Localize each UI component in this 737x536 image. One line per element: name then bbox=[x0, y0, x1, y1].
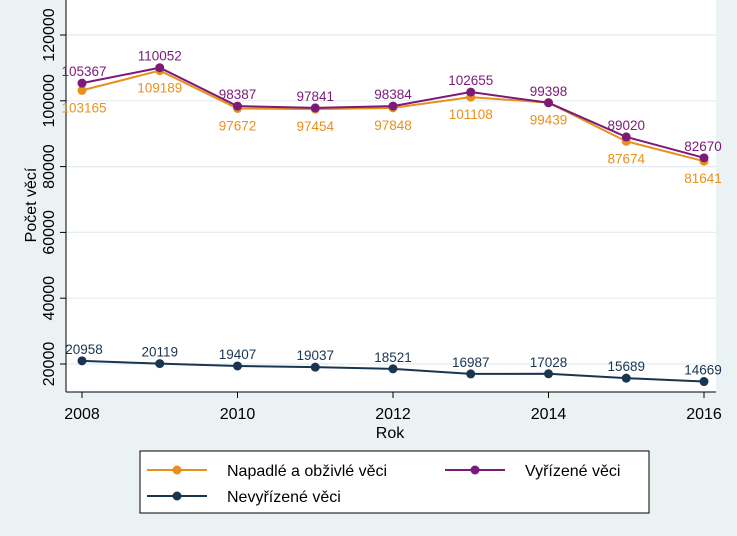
y-axis-ticks: 20000 40000 60000 80000 100000 120000 bbox=[41, 8, 66, 386]
data-label: 81641 bbox=[684, 171, 722, 186]
y-axis-title: Počet věcí bbox=[23, 167, 40, 242]
data-label: 105367 bbox=[61, 64, 106, 79]
data-point bbox=[621, 373, 631, 383]
data-label: 109189 bbox=[137, 81, 182, 96]
legend-label: Napadlé a obživlé věci bbox=[227, 463, 387, 480]
data-label: 20958 bbox=[65, 342, 103, 357]
data-labels: 103165 109189 97672 97454 97848 101108 99439 87… bbox=[61, 49, 721, 378]
legend-item: Vyřízené věci bbox=[445, 463, 620, 480]
x-axis-ticks: 2008 2010 2012 2014 2016 bbox=[64, 392, 722, 423]
data-point bbox=[699, 153, 709, 163]
legend-item: Napadlé a obživlé věci bbox=[147, 463, 387, 480]
legend-marker bbox=[172, 465, 182, 475]
y-tick-label: 40000 bbox=[41, 276, 58, 321]
x-tick-label: 2014 bbox=[531, 406, 567, 423]
x-tick-label: 2012 bbox=[375, 406, 411, 423]
data-label: 17028 bbox=[530, 355, 568, 370]
data-point bbox=[388, 364, 398, 374]
y-tick-label: 100000 bbox=[41, 74, 58, 127]
data-point bbox=[388, 101, 398, 111]
series-2 bbox=[77, 356, 709, 387]
legend-label: Vyřízené věci bbox=[525, 463, 620, 480]
y-tick-label: 80000 bbox=[41, 144, 58, 189]
data-label: 103165 bbox=[61, 100, 106, 115]
data-label: 99398 bbox=[530, 84, 568, 99]
data-label: 98387 bbox=[219, 87, 257, 102]
data-point bbox=[310, 362, 320, 372]
legend-marker bbox=[470, 465, 480, 475]
data-point bbox=[77, 356, 87, 366]
data-label: 15689 bbox=[607, 359, 645, 374]
data-point bbox=[77, 78, 87, 88]
data-label: 14669 bbox=[684, 363, 722, 378]
data-point bbox=[310, 103, 320, 113]
data-point bbox=[621, 132, 631, 142]
data-point bbox=[233, 101, 242, 111]
data-point bbox=[699, 377, 709, 387]
data-point bbox=[466, 87, 476, 97]
data-label: 97454 bbox=[296, 119, 334, 134]
data-label: 18521 bbox=[374, 350, 412, 365]
data-point bbox=[155, 359, 165, 369]
data-label: 97841 bbox=[296, 89, 334, 104]
series-1 bbox=[77, 63, 709, 163]
data-point bbox=[155, 63, 165, 73]
data-point bbox=[233, 361, 242, 371]
data-label: 97672 bbox=[219, 118, 257, 133]
legend-label: Nevyřízené věci bbox=[227, 489, 341, 506]
y-tick-label: 120000 bbox=[41, 8, 58, 61]
data-point bbox=[544, 98, 553, 108]
data-label: 16987 bbox=[452, 355, 490, 370]
data-label: 20119 bbox=[141, 345, 178, 360]
x-axis-title: Rok bbox=[376, 425, 405, 442]
legend-box bbox=[139, 450, 650, 514]
data-label: 87674 bbox=[607, 151, 645, 166]
legend-marker bbox=[172, 491, 182, 501]
data-label: 99439 bbox=[530, 113, 568, 128]
y-tick-label: 60000 bbox=[41, 210, 58, 255]
x-tick-label: 2016 bbox=[686, 406, 722, 423]
x-tick-label: 2008 bbox=[64, 406, 100, 423]
data-label: 89020 bbox=[607, 118, 645, 133]
legend: Napadlé a obživlé věci Vyřízené věci Nevyř… bbox=[139, 450, 650, 514]
data-label: 102655 bbox=[448, 73, 493, 88]
data-label: 19037 bbox=[296, 348, 334, 363]
plot-area bbox=[66, 0, 716, 392]
data-label: 82670 bbox=[684, 139, 722, 154]
data-label: 110052 bbox=[138, 49, 182, 64]
data-label: 101108 bbox=[449, 107, 493, 122]
y-tick-label: 20000 bbox=[41, 342, 58, 387]
series-layer bbox=[77, 63, 709, 387]
data-label: 19407 bbox=[219, 347, 257, 362]
data-label: 98384 bbox=[374, 87, 412, 102]
legend-item: Nevyřízené věci bbox=[147, 489, 341, 506]
data-point bbox=[77, 85, 87, 95]
data-point bbox=[544, 369, 553, 379]
data-point bbox=[466, 369, 476, 379]
x-tick-label: 2010 bbox=[220, 406, 256, 423]
data-label: 97848 bbox=[374, 118, 412, 133]
